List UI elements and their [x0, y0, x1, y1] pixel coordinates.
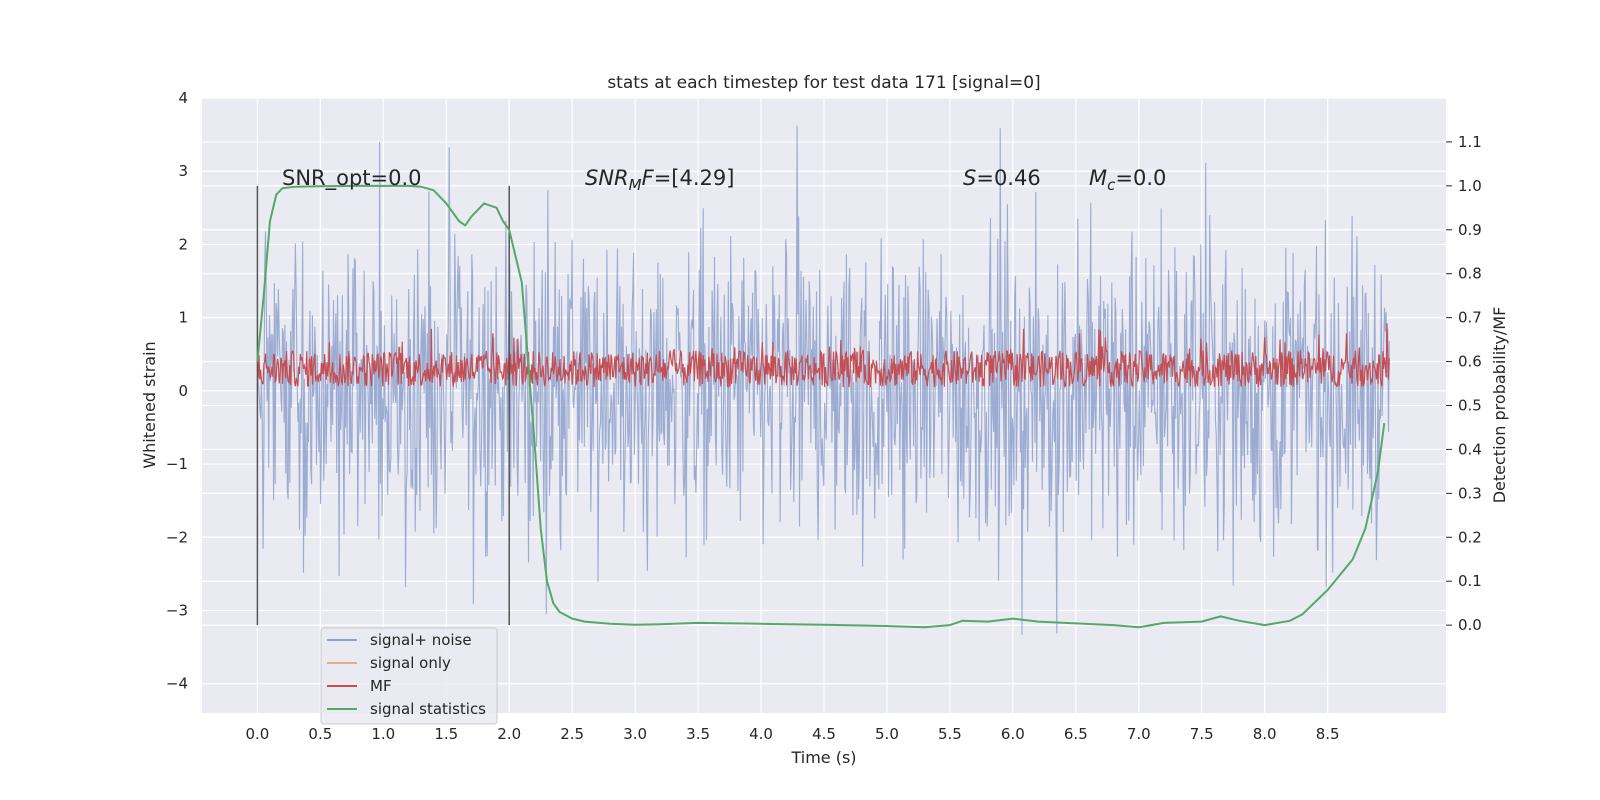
y-tick-label: 3	[178, 162, 188, 180]
y-tick-label: 4	[178, 89, 188, 107]
annotation-snr-opt: SNR_opt=0.0	[282, 166, 422, 191]
chart-title: stats at each timestep for test data 171…	[607, 73, 1040, 93]
grid	[202, 97, 1446, 713]
s-var: S	[963, 166, 976, 190]
series-signal-noise	[256, 125, 1390, 635]
y-tick-label: 1	[178, 309, 188, 327]
x-tick-label: 5.0	[875, 725, 899, 743]
x-tick-label: 6.0	[1001, 725, 1025, 743]
y-axis-title: Whitened strain	[140, 341, 159, 468]
annotation-s: S=0.46	[963, 166, 1041, 190]
series-signal-statistics	[256, 184, 1386, 629]
x-tick-label: 0.5	[308, 725, 332, 743]
x-tick-label: 7.5	[1190, 725, 1214, 743]
y2-tick-label: 0.2	[1458, 528, 1482, 546]
mc-sub: c	[1107, 176, 1116, 194]
x-tick-label: 0.0	[245, 725, 269, 743]
x-tick-label: 8.5	[1316, 725, 1340, 743]
y2-tick-label: 0.6	[1458, 353, 1482, 371]
x-tick-label: 8.0	[1253, 725, 1277, 743]
y2-tick-label: 0.5	[1458, 397, 1482, 415]
y2-tick-label: 0.9	[1458, 221, 1482, 239]
y2-tick-label: 0.0	[1458, 616, 1482, 634]
x-tick-label: 3.0	[623, 725, 647, 743]
y-tick-label: −3	[166, 602, 188, 620]
legend: signal+ noise signal only MF signal stat…	[320, 627, 498, 725]
x-axis-title: Time (s)	[790, 748, 856, 767]
x-tick-label: 1.5	[434, 725, 458, 743]
y2-tick-label: 0.3	[1458, 484, 1482, 502]
y2-tick-label: 0.1	[1458, 572, 1482, 590]
y-tick-label: −2	[166, 528, 188, 546]
series-mf	[256, 323, 1390, 389]
snr-mf-sub: M	[629, 176, 642, 194]
x-tick-label: 2.0	[497, 725, 521, 743]
legend-label-signal-noise: signal+ noise	[370, 631, 472, 649]
snr-mf-value: =[4.29]	[654, 166, 735, 190]
y2-tick-label: 1.0	[1458, 177, 1482, 195]
x-tick-label: 2.5	[560, 725, 584, 743]
annotation-snr-mf: SNRMF=[4.29]	[585, 166, 734, 194]
x-tick-label: 3.5	[686, 725, 710, 743]
mc-value: =0.0	[1115, 166, 1166, 190]
x-tick-label: 5.5	[938, 725, 962, 743]
mc-var: M	[1089, 166, 1107, 190]
snr-mf-rest: F	[642, 166, 655, 190]
x-tick-label: 4.5	[812, 725, 836, 743]
y2-axis-title: Detection probability/MF	[1490, 307, 1509, 504]
legend-box	[320, 627, 498, 725]
x-tick-label: 7.0	[1127, 725, 1151, 743]
series-layer	[256, 125, 1390, 635]
y-tick-label: −1	[166, 455, 188, 473]
x-tick-label: 4.0	[749, 725, 773, 743]
y2-tick-label: 1.1	[1458, 133, 1482, 151]
annotation-mc: Mc=0.0	[1089, 166, 1166, 194]
s-value: =0.46	[976, 166, 1040, 190]
y2-tick-label: 0.4	[1458, 440, 1482, 458]
legend-label-mf: MF	[370, 677, 392, 695]
y-tick-label: 2	[178, 235, 188, 253]
y-tick-label: 0	[178, 382, 188, 400]
legend-label-signal-only: signal only	[370, 654, 451, 672]
x-tick-label: 6.5	[1064, 725, 1088, 743]
tick-labels: 0.0 0.5 1.0 1.5 2.0 2.5 3.0 3.5 4.0 4.5 5.0 5.5 6.0 6…	[166, 89, 1482, 743]
y2-tick-label: 0.7	[1458, 309, 1482, 327]
x-tick-label: 1.0	[371, 725, 395, 743]
legend-label-signal-statistics: signal statistics	[370, 700, 486, 718]
snr-mf-main: SNR	[585, 166, 629, 190]
y2-tick-label: 0.8	[1458, 265, 1482, 283]
y-tick-label: −4	[166, 675, 188, 693]
